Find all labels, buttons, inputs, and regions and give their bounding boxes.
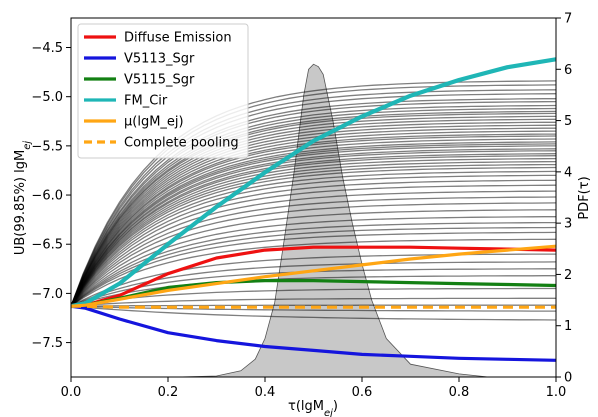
individual-curve <box>71 297 556 307</box>
x-tick-label: 0.8 <box>449 385 470 400</box>
y-right-axis-title: PDF(τ) <box>577 176 592 219</box>
y-left-tick-label: −7.5 <box>31 336 63 351</box>
y-left-tick-label: −5.5 <box>31 139 63 154</box>
individual-curve <box>71 166 556 307</box>
individual-curve <box>71 216 556 307</box>
individual-curve <box>71 287 556 307</box>
individual-curve <box>71 155 556 307</box>
individual-curve <box>71 153 556 307</box>
individual-curve <box>71 124 556 307</box>
individual-curve <box>71 80 556 307</box>
individual-curve <box>71 184 556 307</box>
y-right-tick-label: 1 <box>564 319 572 334</box>
y-left-tick-label: −6.5 <box>31 238 63 253</box>
individual-curve <box>71 150 556 307</box>
series-line <box>71 57 556 309</box>
individual-curve <box>71 135 556 307</box>
individual-curve <box>71 170 556 307</box>
pdf-area <box>71 63 556 377</box>
individual-curve <box>71 107 556 307</box>
x-tick-label: 0.2 <box>158 385 179 400</box>
individual-curve <box>71 209 556 307</box>
individual-curve <box>71 253 556 307</box>
series-line <box>71 304 556 309</box>
individual-curve <box>71 138 556 307</box>
individual-curve <box>71 179 556 307</box>
individual-curve <box>71 157 556 307</box>
individual-curve <box>71 174 556 307</box>
y-right-tick-label: 6 <box>564 63 572 78</box>
legend-label: V5115_Sgr <box>124 73 195 88</box>
individual-curve <box>71 115 556 307</box>
individual-curve <box>71 196 556 307</box>
individual-curve <box>71 190 556 307</box>
legend-label: Diffuse Emission <box>124 31 232 46</box>
x-tick-label: 0.0 <box>61 385 82 400</box>
pdf-fill <box>71 63 556 377</box>
series-line <box>71 244 556 308</box>
y-right-tick-label: 0 <box>564 371 572 386</box>
individual-lines <box>71 80 556 321</box>
y-right-tick-label: 5 <box>564 114 572 129</box>
individual-curve <box>71 231 556 307</box>
individual-curve <box>71 104 556 307</box>
y-right-tick-label: 7 <box>564 12 572 27</box>
individual-curve <box>71 202 556 307</box>
y-left-axis-title: UB(99.85%) lgMej <box>13 141 33 256</box>
legend-label: Complete pooling <box>124 136 239 151</box>
series-line <box>71 245 556 308</box>
individual-curve <box>71 143 556 307</box>
individual-curve <box>71 118 556 307</box>
legend-label: FM_Cir <box>124 94 168 109</box>
legend: Diffuse Emission V5113_Sgr V5115_Sgr FM_Cir… <box>77 23 249 159</box>
x-tick-label: 0.6 <box>352 385 373 400</box>
individual-curve <box>71 141 556 307</box>
individual-curve <box>71 110 556 307</box>
individual-curve <box>71 112 556 307</box>
individual-curve <box>71 160 556 307</box>
individual-curve <box>71 93 556 307</box>
y-right-tick-label: 3 <box>564 217 572 232</box>
y-right-tick-label: 4 <box>564 165 572 180</box>
x-tick-label: 0.4 <box>255 385 276 400</box>
individual-curve <box>71 148 556 307</box>
individual-curve <box>71 145 556 307</box>
series-line <box>71 304 556 362</box>
axis-ticks: 0.0 0.2 0.4 0.6 0.8 1.0 −4.5 −5.0 −5.5 −6.0 −6.5 −7… <box>31 12 572 401</box>
plot-frame <box>70 17 557 378</box>
y-left-tick-label: −4.5 <box>31 41 63 56</box>
individual-curve <box>71 84 556 307</box>
individual-curve <box>71 100 556 307</box>
x-axis-title: τ(lgMej) <box>288 399 338 417</box>
y-left-tick-label: −5.0 <box>31 90 63 105</box>
x-tick-label: 1.0 <box>546 385 567 400</box>
individual-curve <box>71 127 556 307</box>
individual-curve <box>71 121 556 307</box>
individual-curve <box>71 163 556 307</box>
y-left-tick-label: −6.0 <box>31 189 63 204</box>
legend-box <box>77 23 249 159</box>
y-right-tick-label: 2 <box>564 268 572 283</box>
individual-curve <box>71 305 556 321</box>
individual-curve <box>71 98 556 307</box>
individual-curve <box>71 89 556 307</box>
legend-label: V5113_Sgr <box>124 52 195 67</box>
y-left-tick-label: −7.0 <box>31 287 63 302</box>
series-lines <box>71 57 556 362</box>
legend-label: μ(lgM_ej) <box>124 115 184 130</box>
individual-curve <box>71 275 556 307</box>
individual-curve <box>71 238 556 307</box>
